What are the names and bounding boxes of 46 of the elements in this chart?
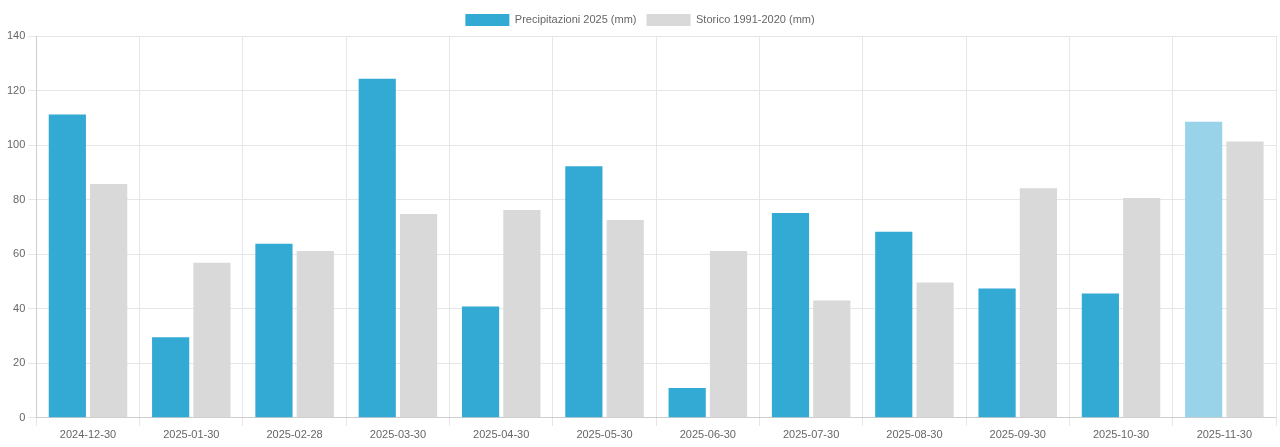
x-tick-label: 2024-12-30 (59, 428, 117, 441)
x-tick-label: 2025-10-30 (1092, 428, 1150, 441)
x-tick-label: 2025-02-28 (266, 428, 323, 441)
bar (255, 243, 293, 418)
x-tick-label: 2025-08-30 (886, 428, 943, 441)
bar (503, 209, 541, 418)
bar (606, 220, 644, 418)
y-tick-label: 100 (6, 138, 26, 151)
bar (90, 184, 128, 418)
bar (1123, 197, 1161, 418)
y-tick-label: 60 (13, 247, 26, 260)
bar (358, 78, 396, 418)
bar (1226, 141, 1264, 418)
legend-label: Storico 1991-2020 (mm) (696, 13, 815, 26)
x-tick-label: 2025-04-30 (473, 428, 530, 441)
x-tick-label: 2025-01-30 (163, 428, 220, 441)
x-tick-label: 2025-03-30 (369, 428, 427, 441)
bar (668, 388, 706, 418)
bar (48, 114, 86, 418)
y-tick-label: 40 (13, 301, 26, 314)
bar (399, 214, 438, 418)
x-tick-label: 2025-07-30 (782, 428, 840, 441)
bar (461, 306, 500, 418)
bar (1019, 188, 1057, 418)
y-tick-label: 20 (13, 356, 26, 369)
y-tick-label: 120 (6, 83, 26, 96)
x-tick-label: 2025-11-30 (1196, 428, 1253, 441)
bar (916, 282, 954, 418)
bar (152, 337, 190, 418)
bar (771, 212, 810, 418)
bar (1185, 121, 1223, 418)
y-tick-label: 0 (19, 410, 26, 423)
y-tick-label: 80 (13, 192, 26, 205)
x-tick-label: 2025-05-30 (576, 428, 633, 441)
x-tick-label: 2025-06-30 (679, 428, 736, 441)
x-tick-label: 2025-09-30 (989, 428, 1046, 441)
bar (1081, 293, 1119, 418)
bar (296, 250, 334, 418)
bar (813, 300, 851, 418)
bar (875, 231, 913, 418)
bar (978, 288, 1016, 418)
legend-label: Precipitazioni 2025 (mm) (514, 13, 637, 26)
bar (709, 250, 748, 418)
y-tick-label: 140 (6, 29, 26, 42)
bar (565, 166, 603, 418)
bar (193, 262, 231, 418)
